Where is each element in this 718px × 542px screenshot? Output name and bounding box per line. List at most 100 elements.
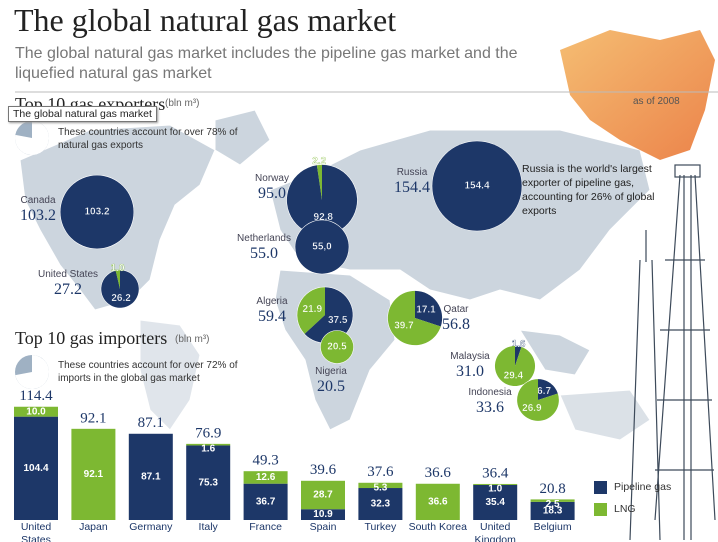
bubble-segment: [515, 345, 522, 366]
bar-total: 92.1: [80, 410, 106, 426]
bar-total: 114.4: [19, 388, 53, 404]
bar-value: 2.5: [546, 499, 560, 510]
bar-value: 5.3: [373, 482, 387, 493]
tooltip: The global natural gas market: [8, 106, 157, 122]
bar-value: 28.7: [313, 490, 333, 501]
country-total: 95.0: [258, 185, 286, 202]
country-label: Malaysia: [450, 351, 490, 362]
country-total: 31.0: [456, 363, 484, 380]
x-tick-label: Japan: [79, 521, 108, 533]
bar-segment: [186, 443, 231, 446]
bar-value: 92.1: [84, 469, 104, 480]
legend-label: Pipeline gas: [614, 481, 672, 493]
bubble-value: 37.5: [328, 315, 348, 326]
bubble-value: 154.4: [464, 181, 489, 192]
bubble-value: 1.6: [512, 339, 526, 350]
x-tick-label: France: [249, 521, 282, 533]
gas-rig: [629, 164, 716, 541]
bar-value: 32.3: [371, 499, 391, 510]
country-label: United States: [37, 269, 99, 280]
subtitle: The global natural gas market includes t…: [15, 45, 518, 82]
bar-segment: [243, 483, 288, 520]
bubble-segment: [517, 379, 559, 421]
bubble-value: 39.7: [394, 321, 414, 332]
section-title: Top 10 gas importers: [15, 328, 168, 348]
country-label: Qatar: [443, 304, 469, 315]
legend-swatch: [594, 503, 607, 516]
bar-total: 36.4: [482, 465, 509, 481]
bar-value: 10.9: [313, 509, 333, 520]
x-tick-label: United States: [20, 521, 52, 542]
bubble-segment: [316, 164, 322, 200]
bar-segment: [530, 499, 575, 502]
bubble-segment: [304, 287, 353, 343]
title: The global natural gas market: [14, 2, 397, 38]
bubble-value: 1.0: [111, 263, 125, 274]
bubble-segment: [320, 330, 354, 364]
x-tick-label: Belgium: [533, 521, 572, 533]
bar-value: 1.0: [488, 484, 502, 495]
country-label: Algeria: [256, 296, 288, 307]
bar-value: 75.3: [198, 477, 218, 488]
bar-total: 36.6: [425, 465, 452, 481]
bubble-value: 21.9: [303, 304, 323, 315]
bubble-value: 6.7: [537, 386, 551, 397]
country-label: Nigeria: [315, 366, 347, 377]
country-label: Canada: [20, 195, 56, 206]
bubble-value: 92.8: [314, 212, 334, 223]
bubble-segment: [115, 270, 120, 289]
bubble-segment: [295, 220, 349, 274]
country-total: 33.6: [476, 399, 504, 416]
bar-segment: [473, 484, 518, 520]
country-total: 56.8: [442, 316, 470, 333]
bar-segment: [128, 433, 173, 520]
x-tick-label: Germany: [129, 521, 173, 533]
as-of: as of 2008: [633, 96, 680, 107]
section-note: These countries account for over 72% of …: [58, 360, 238, 384]
bar-value: 10.0: [26, 406, 46, 417]
bubble-segment: [538, 379, 558, 400]
x-tick-label: United Kingdom: [474, 521, 516, 542]
x-tick-label: Italy: [198, 521, 218, 533]
bar-segment: [301, 509, 345, 520]
bar-value: 1.6: [201, 444, 215, 455]
russia-outline: [560, 30, 715, 160]
unit: (bln m³): [165, 98, 200, 109]
x-tick-label: Spain: [309, 521, 337, 533]
country-label: Indonesia: [468, 387, 512, 398]
legend-label: LNG: [614, 503, 636, 515]
bar-segment: [473, 483, 518, 485]
country-total: 27.2: [54, 281, 82, 298]
bubble-value: 26.9: [522, 403, 542, 414]
bar-segment: [186, 445, 231, 520]
bar-value: 87.1: [141, 472, 161, 483]
bar-segment: [530, 501, 575, 520]
bar-segment: [358, 488, 403, 520]
bar-value: 36.7: [256, 496, 276, 507]
bubble-segment: [297, 287, 325, 334]
bar-segment: [415, 483, 460, 520]
bubble-segment: [415, 290, 443, 327]
bubble-segment: [387, 290, 441, 346]
bar-total: 49.3: [252, 453, 278, 469]
bar-total: 39.6: [310, 462, 337, 478]
country-label: Norway: [255, 173, 289, 184]
bar-total: 20.8: [539, 481, 565, 497]
bar-segment: [71, 428, 116, 520]
x-tick-label: Turkey: [364, 521, 397, 533]
bubble-value: 55,0: [312, 242, 332, 253]
country-total: 103.2: [20, 207, 56, 224]
bubble-value: 29.4: [504, 371, 524, 382]
country-total: 59.4: [258, 308, 286, 325]
country-total: 154.4: [394, 179, 430, 196]
section-note: These countries account for over 78% of …: [58, 127, 238, 151]
bar-total: 76.9: [195, 425, 221, 441]
bubble-segment: [60, 175, 134, 249]
bubble-value: 103.2: [84, 207, 109, 218]
x-tick-label: South Korea: [408, 521, 467, 533]
bar-total: 87.1: [138, 415, 164, 431]
bar-segment: [14, 416, 58, 520]
bar-value: 36.6: [428, 497, 448, 508]
bubble-value: 20.5: [327, 342, 347, 353]
